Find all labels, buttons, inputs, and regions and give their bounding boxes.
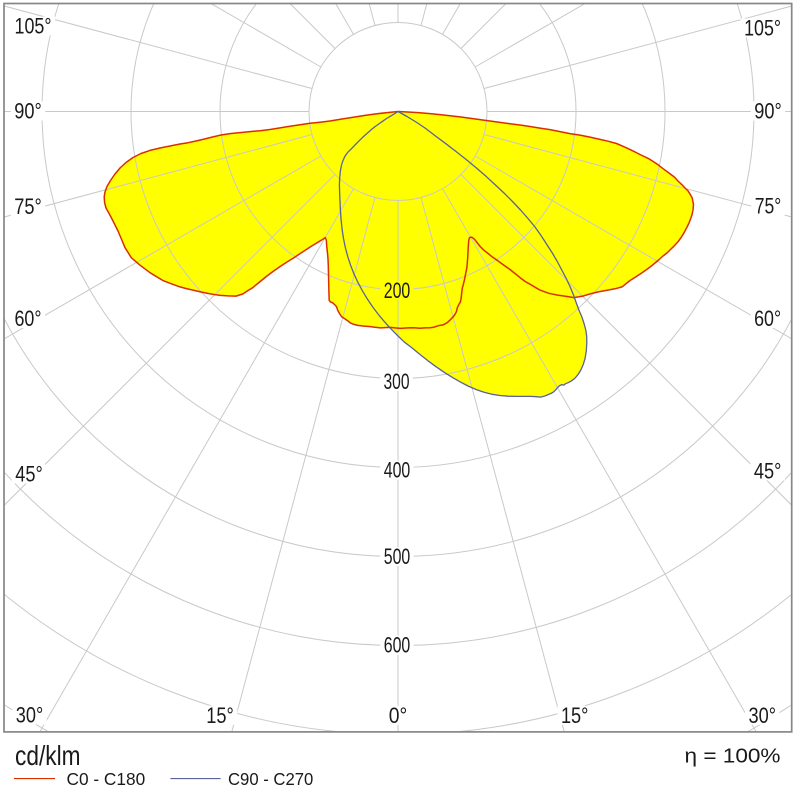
svg-text:15°: 15° <box>561 703 589 728</box>
svg-text:90°: 90° <box>754 99 782 124</box>
svg-text:75°: 75° <box>755 194 782 219</box>
svg-text:C0 - C180: C0 - C180 <box>67 769 146 789</box>
svg-text:45°: 45° <box>754 459 782 484</box>
svg-text:400: 400 <box>384 458 411 483</box>
svg-text:200: 200 <box>384 278 411 303</box>
svg-text:0°: 0° <box>389 703 408 728</box>
svg-text:75°: 75° <box>14 194 42 219</box>
svg-text:90°: 90° <box>14 99 42 124</box>
svg-text:30°: 30° <box>16 703 44 728</box>
svg-text:60°: 60° <box>15 306 42 331</box>
svg-text:15°: 15° <box>206 703 234 728</box>
svg-text:600: 600 <box>384 633 411 658</box>
svg-text:60°: 60° <box>754 306 781 331</box>
svg-text:cd/klm: cd/klm <box>15 740 81 771</box>
svg-text:500: 500 <box>384 544 411 569</box>
svg-text:45°: 45° <box>15 462 43 487</box>
svg-text:η = 100%: η = 100% <box>685 746 781 768</box>
svg-text:105°: 105° <box>744 16 781 41</box>
svg-text:C90 - C270: C90 - C270 <box>228 769 314 789</box>
svg-text:300: 300 <box>384 369 410 394</box>
svg-text:105°: 105° <box>15 14 52 39</box>
svg-text:30°: 30° <box>749 703 777 728</box>
